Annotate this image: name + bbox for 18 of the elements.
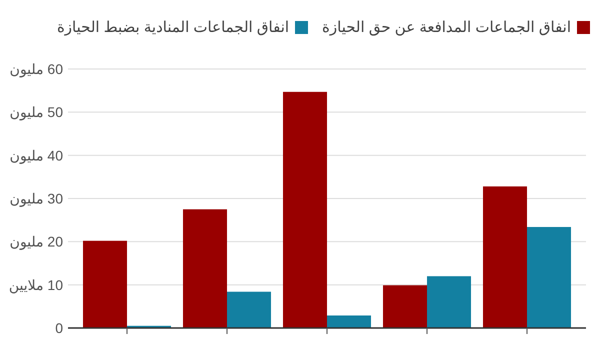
legend-label: انفاق الجماعات المنادية بضبط الحيازة — [56, 18, 290, 36]
bar — [383, 285, 427, 328]
bar — [483, 186, 527, 328]
y-tick-label: 0 — [55, 320, 64, 336]
y-tick-label: 30 مليون — [10, 190, 64, 208]
y-tick-label: 20 مليون — [10, 234, 64, 251]
y-tick-label: 10 ملايين — [8, 276, 64, 294]
bar — [83, 240, 127, 328]
bar — [183, 209, 227, 328]
legend-label: انفاق الجماعات المدافعة عن حق الحيازة — [322, 18, 571, 36]
y-tick-label: 60 مليون — [10, 61, 64, 78]
bar — [427, 276, 471, 328]
bar — [283, 92, 327, 328]
bar — [227, 292, 271, 328]
y-tick-label: 50 مليون — [10, 104, 64, 122]
y-tick-label: 40 مليون — [10, 147, 64, 164]
bar — [327, 315, 371, 328]
bar — [527, 226, 571, 328]
